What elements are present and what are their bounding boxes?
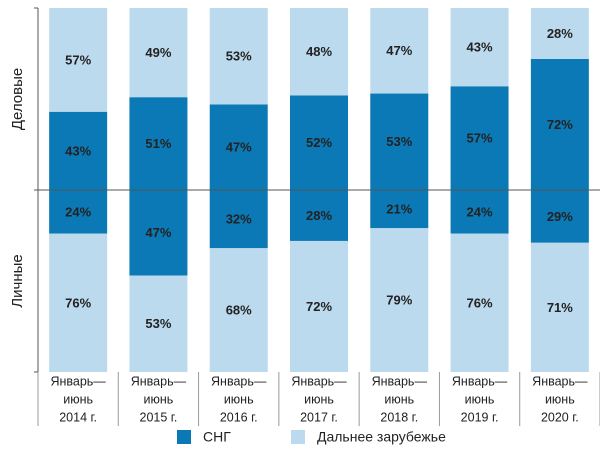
bar-segment — [530, 242, 589, 372]
x-tick-label: июнь — [63, 392, 93, 406]
value-label: 47% — [226, 140, 252, 155]
y-axis-label: Личные — [9, 254, 26, 307]
bar-segment — [290, 95, 348, 190]
bar-segment — [209, 190, 268, 249]
value-label: 76% — [467, 295, 493, 310]
bar-segment — [370, 190, 429, 229]
value-label: 71% — [547, 300, 573, 315]
value-label: 72% — [306, 299, 332, 314]
bar-segment — [290, 8, 348, 96]
x-tick-label: июнь — [384, 392, 414, 406]
x-tick-label: Январь— — [131, 374, 187, 388]
value-label: 24% — [65, 204, 91, 219]
x-tick-label: Январь— — [291, 374, 347, 388]
x-tick-label: июнь — [144, 392, 174, 406]
x-tick-label: Январь— — [50, 374, 106, 388]
x-tick-label: Январь— — [372, 374, 428, 388]
value-label: 28% — [547, 26, 573, 41]
value-label: 49% — [145, 45, 171, 60]
x-tick-label: Январь— — [211, 374, 267, 388]
value-label: 76% — [65, 295, 91, 310]
x-tick-label: июнь — [465, 392, 495, 406]
value-label: 21% — [386, 202, 412, 217]
x-tick-label: 2016 г. — [220, 410, 258, 424]
bar-segment — [290, 240, 348, 372]
value-label: 57% — [467, 131, 493, 146]
x-tick-label: июнь — [545, 392, 575, 406]
bar-segment — [530, 58, 589, 191]
x-tick-label: 2014 г. — [59, 410, 97, 424]
value-label: 47% — [145, 225, 171, 240]
legend-swatch — [291, 430, 305, 444]
y-axis-label: Деловые — [9, 68, 26, 130]
value-label: 51% — [145, 136, 171, 151]
bar-segment — [370, 228, 429, 372]
value-label: 53% — [226, 49, 252, 64]
value-label: 29% — [547, 209, 573, 224]
bar-segment — [209, 248, 268, 372]
value-label: 72% — [547, 117, 573, 132]
legend-label: Дальнее зарубежье — [317, 429, 446, 445]
x-tick-label: Январь— — [452, 374, 508, 388]
value-label: 68% — [226, 303, 252, 318]
bar-segment — [129, 97, 188, 190]
x-tick-label: 2017 г. — [300, 410, 338, 424]
bar-segment — [49, 233, 108, 372]
bar-segment — [49, 111, 108, 190]
x-tick-label: июнь — [304, 392, 334, 406]
bar-segment — [209, 104, 268, 190]
bar-segment — [450, 8, 509, 87]
bar-segment — [49, 8, 108, 112]
value-label: 28% — [306, 208, 332, 223]
value-label: 32% — [226, 212, 252, 227]
value-label: 47% — [386, 43, 412, 58]
x-tick-label: 2015 г. — [140, 410, 178, 424]
value-label: 48% — [306, 44, 332, 59]
legend-label: СНГ — [203, 429, 231, 445]
bar-segment — [129, 275, 188, 372]
bar-segment — [370, 93, 429, 190]
x-tick-label: 2020 г. — [541, 410, 579, 424]
x-tick-label: июнь — [224, 392, 254, 406]
value-label: 53% — [145, 316, 171, 331]
value-label: 43% — [467, 40, 493, 55]
value-label: 79% — [386, 293, 412, 308]
value-label: 43% — [65, 143, 91, 158]
value-label: 52% — [306, 135, 332, 150]
value-label: 24% — [467, 204, 493, 219]
bar-segment — [129, 190, 188, 276]
bar-segment — [450, 86, 509, 190]
bar-segment — [49, 190, 108, 234]
bar-segment — [370, 8, 429, 94]
bar-segment — [209, 8, 268, 105]
x-tick-label: Январь— — [532, 374, 588, 388]
value-label: 57% — [65, 52, 91, 67]
bar-segment — [450, 190, 509, 234]
x-tick-label: 2019 г. — [461, 410, 499, 424]
bar-segment — [530, 190, 589, 243]
x-tick-label: 2018 г. — [380, 410, 418, 424]
bar-segment — [450, 233, 509, 372]
bar-segment — [129, 8, 188, 98]
bar-segment — [530, 8, 589, 59]
value-label: 53% — [386, 134, 412, 149]
legend-swatch — [177, 430, 191, 444]
bar-segment — [290, 190, 348, 241]
